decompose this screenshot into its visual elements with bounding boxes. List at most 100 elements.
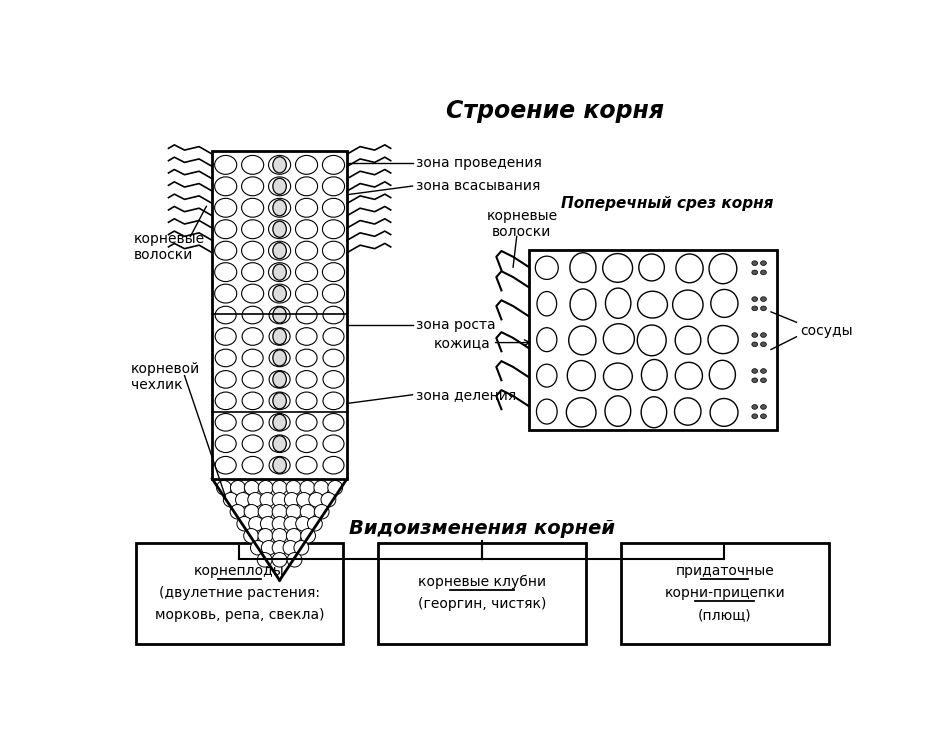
Ellipse shape bbox=[215, 435, 236, 453]
Ellipse shape bbox=[269, 435, 290, 453]
Ellipse shape bbox=[269, 328, 290, 346]
Ellipse shape bbox=[760, 270, 766, 275]
Ellipse shape bbox=[752, 342, 758, 346]
Ellipse shape bbox=[242, 220, 264, 239]
Ellipse shape bbox=[603, 324, 634, 354]
Text: зона всасывания: зона всасывания bbox=[416, 179, 540, 193]
Ellipse shape bbox=[236, 492, 250, 507]
Ellipse shape bbox=[287, 529, 301, 543]
Ellipse shape bbox=[237, 517, 252, 531]
Bar bbox=[378, 543, 586, 644]
Ellipse shape bbox=[676, 254, 703, 283]
Ellipse shape bbox=[321, 492, 336, 507]
Ellipse shape bbox=[242, 284, 264, 303]
Bar bbox=[212, 151, 347, 479]
Ellipse shape bbox=[273, 157, 287, 173]
Ellipse shape bbox=[537, 328, 556, 352]
Ellipse shape bbox=[295, 155, 318, 174]
Ellipse shape bbox=[603, 363, 633, 390]
Ellipse shape bbox=[673, 290, 703, 319]
Ellipse shape bbox=[760, 378, 766, 383]
Ellipse shape bbox=[242, 198, 264, 217]
Ellipse shape bbox=[637, 325, 666, 355]
Text: Строение корня: Строение корня bbox=[446, 99, 664, 123]
Ellipse shape bbox=[273, 436, 287, 452]
Ellipse shape bbox=[570, 253, 596, 282]
Text: морковь, репа, свекла): морковь, репа, свекла) bbox=[155, 608, 324, 623]
Text: Поперечный срез корня: Поперечный срез корня bbox=[561, 196, 774, 211]
Ellipse shape bbox=[537, 291, 556, 316]
Ellipse shape bbox=[249, 517, 263, 531]
Ellipse shape bbox=[250, 541, 265, 555]
Ellipse shape bbox=[708, 325, 738, 354]
Ellipse shape bbox=[323, 392, 344, 410]
Ellipse shape bbox=[269, 155, 290, 174]
Ellipse shape bbox=[215, 413, 236, 431]
Ellipse shape bbox=[273, 414, 287, 431]
Text: корневые
волоски: корневые волоски bbox=[133, 232, 205, 262]
Ellipse shape bbox=[273, 457, 287, 473]
Ellipse shape bbox=[752, 414, 758, 419]
Ellipse shape bbox=[243, 370, 263, 389]
Ellipse shape bbox=[323, 456, 344, 474]
Ellipse shape bbox=[307, 517, 322, 531]
Ellipse shape bbox=[258, 529, 273, 543]
Ellipse shape bbox=[230, 480, 245, 495]
Ellipse shape bbox=[603, 254, 633, 282]
Ellipse shape bbox=[258, 480, 274, 495]
Ellipse shape bbox=[269, 392, 290, 410]
Ellipse shape bbox=[214, 177, 237, 196]
Ellipse shape bbox=[269, 241, 290, 260]
Ellipse shape bbox=[314, 505, 329, 519]
Ellipse shape bbox=[570, 289, 596, 320]
Ellipse shape bbox=[752, 306, 758, 311]
Ellipse shape bbox=[273, 307, 287, 323]
Ellipse shape bbox=[295, 284, 318, 303]
Ellipse shape bbox=[760, 297, 766, 301]
Ellipse shape bbox=[760, 261, 766, 266]
Ellipse shape bbox=[273, 350, 287, 366]
Ellipse shape bbox=[296, 456, 317, 474]
Ellipse shape bbox=[536, 256, 558, 279]
Ellipse shape bbox=[273, 264, 287, 280]
Ellipse shape bbox=[566, 398, 596, 427]
Ellipse shape bbox=[752, 297, 758, 301]
Ellipse shape bbox=[296, 435, 317, 453]
Ellipse shape bbox=[322, 198, 345, 217]
Ellipse shape bbox=[752, 369, 758, 373]
Ellipse shape bbox=[269, 263, 290, 282]
Ellipse shape bbox=[243, 435, 263, 453]
Ellipse shape bbox=[215, 306, 236, 324]
Ellipse shape bbox=[296, 328, 317, 346]
Ellipse shape bbox=[248, 492, 262, 507]
Ellipse shape bbox=[260, 492, 274, 507]
Ellipse shape bbox=[273, 529, 287, 543]
Ellipse shape bbox=[295, 220, 318, 239]
Ellipse shape bbox=[760, 333, 766, 337]
Ellipse shape bbox=[537, 364, 557, 387]
Ellipse shape bbox=[328, 480, 342, 495]
Ellipse shape bbox=[760, 369, 766, 373]
Ellipse shape bbox=[243, 306, 263, 324]
Ellipse shape bbox=[300, 480, 315, 495]
Text: корневой
чехлик: корневой чехлик bbox=[131, 362, 200, 392]
Ellipse shape bbox=[243, 413, 263, 431]
Text: (плющ): (плющ) bbox=[697, 608, 751, 623]
Text: корневые клубни: корневые клубни bbox=[418, 575, 546, 590]
Ellipse shape bbox=[760, 404, 766, 410]
Ellipse shape bbox=[760, 306, 766, 311]
Ellipse shape bbox=[273, 492, 287, 507]
Ellipse shape bbox=[269, 456, 290, 474]
Ellipse shape bbox=[269, 198, 290, 217]
Ellipse shape bbox=[675, 398, 701, 425]
Ellipse shape bbox=[273, 371, 287, 388]
Ellipse shape bbox=[675, 326, 701, 354]
Ellipse shape bbox=[752, 333, 758, 337]
Ellipse shape bbox=[296, 517, 310, 531]
Ellipse shape bbox=[242, 263, 264, 282]
Ellipse shape bbox=[322, 220, 345, 239]
Text: придаточные: придаточные bbox=[675, 564, 774, 578]
Ellipse shape bbox=[242, 177, 264, 196]
Ellipse shape bbox=[323, 306, 344, 324]
Ellipse shape bbox=[243, 529, 258, 543]
